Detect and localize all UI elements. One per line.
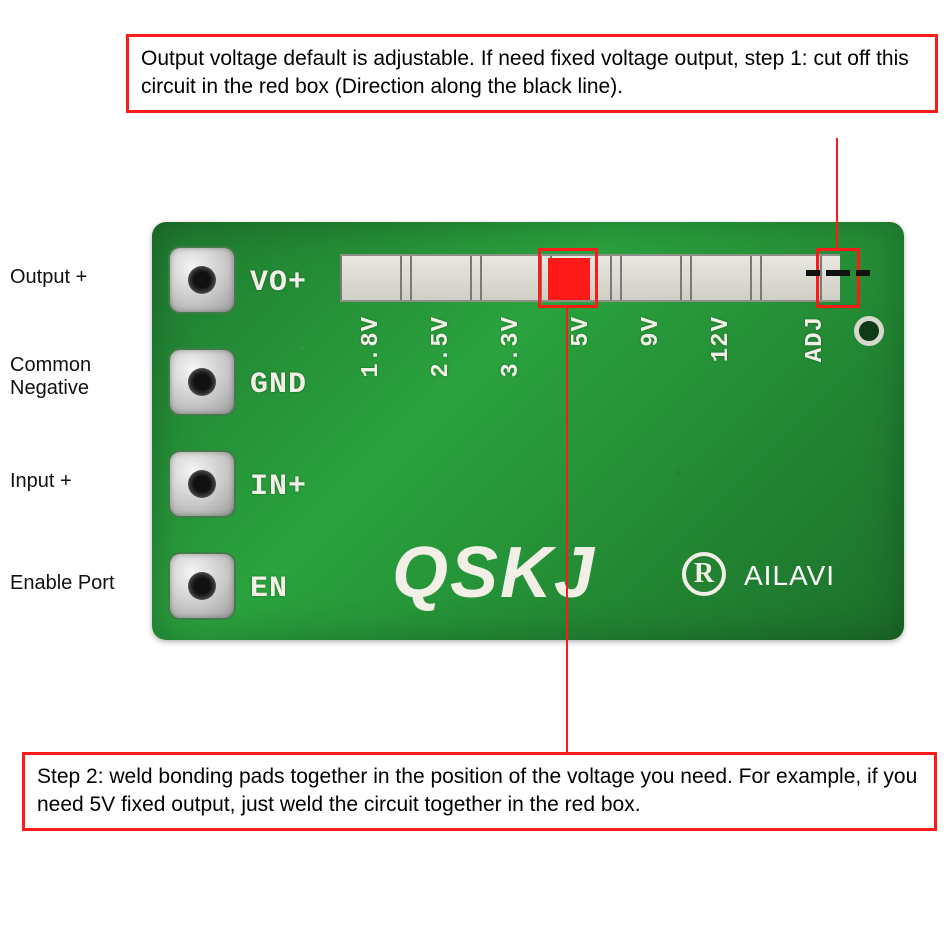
- label-enable: Enable Port: [10, 572, 115, 595]
- pad-gnd: [170, 350, 234, 414]
- label-output-pos: Output +: [10, 266, 87, 289]
- volt-label-3: 5V: [568, 316, 595, 347]
- silk-gnd: GND: [250, 368, 307, 402]
- silk-in: IN+: [250, 470, 307, 504]
- via-hole: [854, 316, 884, 346]
- volt-label-6: ADJ: [802, 316, 829, 362]
- leader-top: [836, 138, 838, 248]
- silk-en: EN: [250, 572, 288, 606]
- silk-vo: VO+: [250, 266, 307, 300]
- pcb-board: VO+ GND IN+ EN 1.8V 2.5V 3.3V 5V 9V 12V …: [152, 222, 904, 640]
- volt-label-0: 1.8V: [358, 316, 385, 378]
- cut-line-ext-r: [856, 270, 870, 276]
- pad-vo: [170, 248, 234, 312]
- highlight-5v-box: [538, 248, 598, 308]
- label-input-pos: Input +: [10, 470, 72, 493]
- volt-label-5: 12V: [708, 316, 735, 362]
- volt-label-1: 2.5V: [428, 316, 455, 378]
- pad-in: [170, 452, 234, 516]
- cut-line: [826, 270, 850, 276]
- callout-bottom: Step 2: weld bonding pads together in th…: [22, 752, 937, 831]
- callout-bottom-text: Step 2: weld bonding pads together in th…: [37, 765, 917, 816]
- callout-top-text: Output voltage default is adjustable. If…: [141, 47, 909, 98]
- pad-en: [170, 554, 234, 618]
- volt-label-4: 9V: [638, 316, 665, 347]
- volt-label-2: 3.3V: [498, 316, 525, 378]
- label-common-neg: Common Negative: [10, 354, 130, 400]
- callout-top: Output voltage default is adjustable. If…: [126, 34, 938, 113]
- cut-line-ext-l: [806, 270, 820, 276]
- highlight-adj-box: [816, 248, 860, 308]
- brand-text: AILAVI: [744, 560, 835, 592]
- leader-bottom: [566, 308, 568, 752]
- registered-icon: R: [682, 552, 726, 596]
